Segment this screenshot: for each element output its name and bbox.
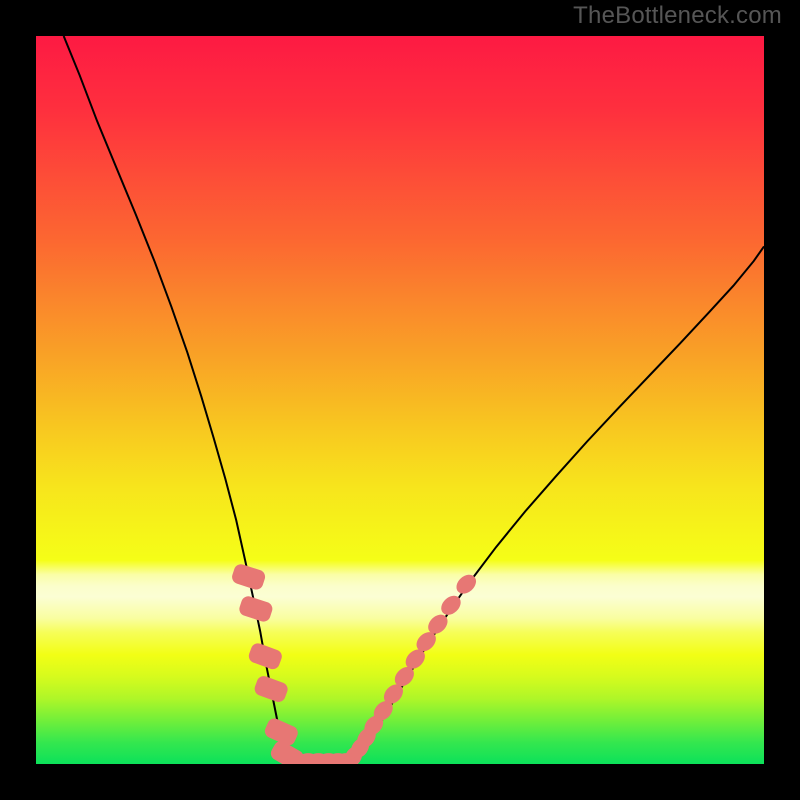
watermark-text: TheBottleneck.com bbox=[573, 2, 782, 30]
curve-right-path bbox=[349, 246, 764, 763]
plot-area bbox=[36, 36, 764, 764]
markers-right-group bbox=[341, 571, 480, 764]
marker-pill bbox=[238, 594, 275, 623]
stage: TheBottleneck.com bbox=[0, 0, 800, 800]
chart-svg bbox=[36, 36, 764, 764]
marker-pill bbox=[230, 562, 267, 591]
curve-right bbox=[349, 246, 764, 763]
markers-left-group bbox=[230, 562, 306, 764]
marker-pill bbox=[247, 641, 284, 671]
marker-pill bbox=[253, 674, 290, 704]
